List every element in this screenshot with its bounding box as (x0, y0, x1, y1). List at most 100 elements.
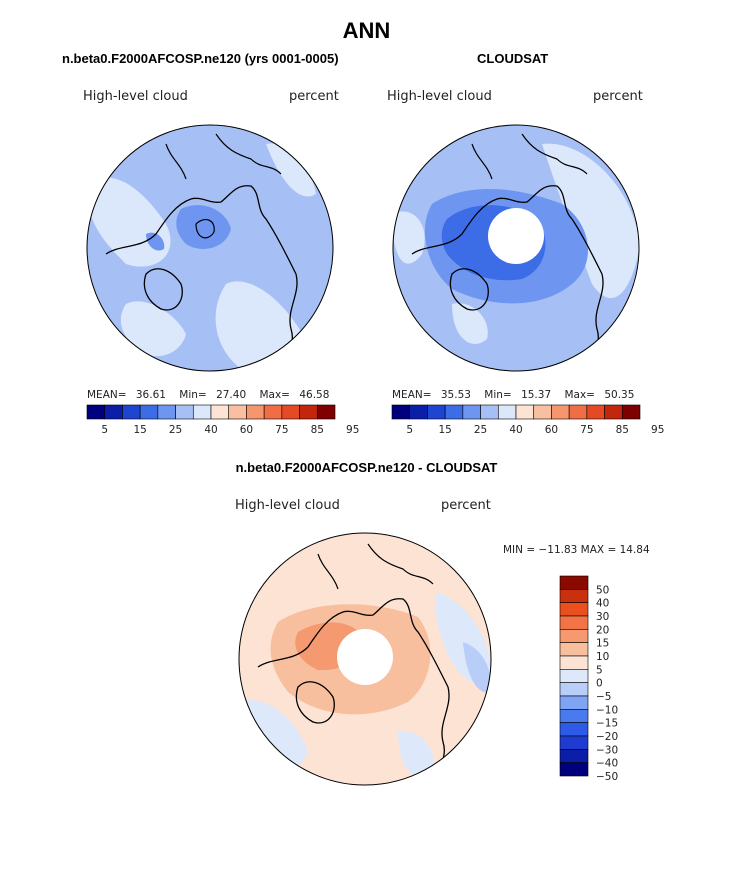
obs-colorbar-box (462, 404, 481, 420)
model-colorbar-box (192, 404, 212, 420)
model-coastline (105, 185, 298, 370)
diff-colorbar-box (559, 709, 589, 723)
model-coastline (143, 268, 183, 311)
model-colorbar: 5 15 25 40 60 75 85 95 (86, 404, 359, 436)
model-max-label: Max= (259, 389, 290, 401)
diff-colorbar-tick-label: −15 (596, 718, 618, 730)
model-min-label: Min= (179, 389, 207, 401)
model-mean-value: 36.61 (135, 389, 166, 401)
model-colorbar-box (281, 404, 300, 420)
model-min-value: 27.40 (216, 389, 247, 401)
model-contour-light (120, 301, 186, 357)
model-colorbar-box (86, 404, 106, 420)
model-colorbar-box (139, 404, 159, 420)
model-colorbar-box (228, 404, 247, 420)
model-colorbar-tick-label: 75 (275, 424, 288, 436)
diff-colorbar-tick-label: −5 (596, 691, 611, 703)
model-colorbar-box (210, 404, 230, 420)
diff-variable-label: High-level cloud (235, 498, 340, 513)
obs-mean-value: 35.53 (440, 389, 471, 401)
diff-colorbar-tick-label: −10 (596, 704, 618, 716)
diff-coastline (257, 598, 450, 783)
diff-colorbar-box (559, 629, 589, 643)
model-colorbar-tick-label: 60 (240, 424, 253, 436)
diff-colorbar-box (559, 749, 589, 763)
obs-colorbar-box (515, 404, 535, 420)
obs-colorbar-tick-label: 75 (580, 424, 593, 436)
obs-colorbar-box (551, 404, 570, 420)
model-variable-label: High-level cloud (83, 89, 188, 104)
obs-colorbar-box (444, 404, 464, 420)
obs-colorbar: 5 15 25 40 60 75 85 95 (391, 404, 664, 436)
diff-colorbar-box (559, 642, 589, 657)
diff-polar-map (238, 532, 492, 786)
obs-colorbar-box (391, 404, 411, 420)
obs-units-label: percent (593, 89, 643, 104)
diff-minmax-label: MIN = −11.83 MAX = 14.84 (503, 544, 650, 556)
obs-coastline (449, 268, 489, 311)
diff-panel-title: n.beta0.F2000AFCOSP.ne120 - CLOUDSAT (235, 460, 498, 475)
model-polar-map (86, 124, 334, 372)
diff-colorbar-box (559, 669, 589, 683)
model-colorbar-tick-label: 15 (133, 424, 146, 436)
obs-max-value: 50.35 (604, 389, 635, 401)
diff-colorbar-box (559, 589, 589, 603)
diff-colorbar-box (559, 602, 589, 617)
obs-polar-map (392, 124, 640, 372)
page-title: ANN (342, 18, 391, 43)
model-colorbar-tick-label: 40 (204, 424, 217, 436)
obs-colorbar-box (604, 404, 623, 420)
obs-colorbar-box (533, 404, 552, 420)
model-max-value: 46.58 (299, 389, 330, 401)
diff-colorbar-tick-label: 15 (596, 638, 609, 650)
model-colorbar-box (316, 404, 336, 420)
model-contour-mid (146, 232, 165, 251)
model-colorbar-box (122, 404, 141, 420)
diff-colorbar-box (559, 762, 589, 777)
diff-missing-data-pole (337, 629, 393, 685)
obs-map-border (392, 124, 640, 372)
obs-colorbar-box (586, 404, 605, 420)
obs-variable-label: High-level cloud (387, 89, 492, 104)
diff-colorbar-box (559, 735, 589, 750)
obs-contour-light (393, 211, 425, 264)
diff-contour-negative-mid (463, 642, 491, 693)
diff-colorbar-tick-label: −50 (596, 771, 618, 783)
obs-coastline (411, 185, 604, 370)
model-contour-mid (176, 205, 231, 249)
diff-colorbar-box (559, 575, 589, 590)
model-colorbar-tick-label: 85 (311, 424, 324, 436)
model-colorbar-box (246, 404, 265, 420)
diff-coastline (367, 543, 434, 585)
obs-colorbar-tick-label: 60 (545, 424, 558, 436)
diff-colorbar-tick-label: 40 (596, 598, 609, 610)
diff-colorbar-box (559, 682, 589, 697)
obs-min-label: Min= (484, 389, 512, 401)
diff-colorbar-box (559, 655, 589, 670)
obs-coastline (471, 143, 493, 180)
obs-colorbar-box (568, 404, 588, 420)
diff-colorbar-tick-label: 20 (596, 624, 609, 636)
model-coastline (215, 133, 282, 175)
diff-colorbar-tick-label: 10 (596, 651, 609, 663)
obs-contour-light (452, 303, 488, 344)
model-colorbar-box (157, 404, 176, 420)
obs-coastline (521, 133, 588, 175)
model-panel-title: n.beta0.F2000AFCOSP.ne120 (yrs 0001-0005… (62, 51, 339, 66)
model-colorbar-box (263, 404, 283, 420)
obs-colorbar-box (497, 404, 517, 420)
model-colorbar-box (299, 404, 318, 420)
model-coastline (195, 218, 215, 239)
obs-colorbar-box (409, 404, 428, 420)
diff-contour-negative-light (398, 731, 434, 778)
diff-colorbar-tick-label: −20 (596, 731, 618, 743)
diff-colorbar-tick-label: 0 (596, 678, 603, 690)
obs-max-label: Max= (564, 389, 595, 401)
obs-colorbar-tick-label: 40 (509, 424, 522, 436)
diff-coastline (295, 681, 335, 724)
obs-colorbar-box (621, 404, 641, 420)
diff-colorbar-tick-label: 5 (596, 664, 603, 676)
diff-coastline (317, 553, 339, 590)
diff-units-label: percent (441, 498, 491, 513)
